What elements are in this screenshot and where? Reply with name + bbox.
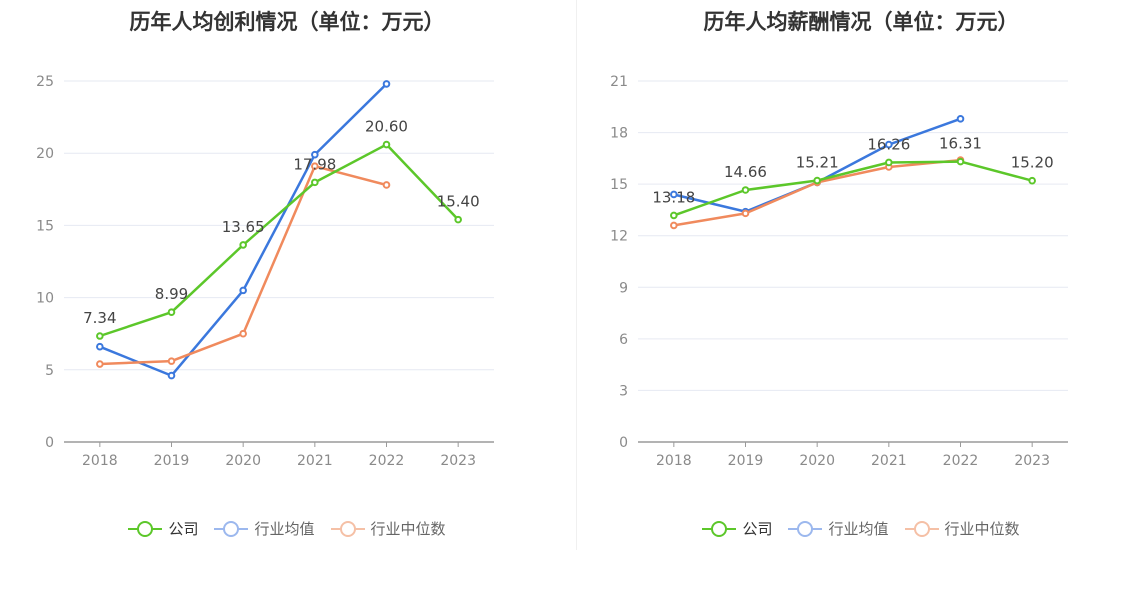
data-label: 8.99 <box>155 285 188 303</box>
y-tick-label: 5 <box>45 363 54 379</box>
y-tick-label: 0 <box>619 435 628 451</box>
legend-marker-icon <box>330 520 365 537</box>
data-point <box>670 211 678 220</box>
legend-marker-icon <box>128 520 163 537</box>
x-tick-label: 2019 <box>154 453 190 469</box>
x-tick-label: 2020 <box>225 453 261 469</box>
y-tick-label: 20 <box>36 146 54 162</box>
data-point <box>1028 176 1036 185</box>
data-point <box>885 158 893 167</box>
y-tick-label: 9 <box>619 280 628 296</box>
x-tick-label: 2022 <box>369 453 405 469</box>
x-tick-label: 2023 <box>440 453 476 469</box>
legend-label: 行业中位数 <box>370 520 446 538</box>
data-label: 13.65 <box>222 218 265 236</box>
data-point <box>813 176 821 185</box>
legend-marker-icon <box>702 520 737 537</box>
data-point <box>382 140 391 149</box>
legend-item-industry-median[interactable]: 行业中位数 <box>330 518 446 539</box>
data-label: 16.31 <box>939 135 982 153</box>
data-point <box>96 332 104 340</box>
data-point <box>741 209 750 218</box>
data-point <box>670 190 678 199</box>
data-point <box>382 181 391 189</box>
data-point <box>741 186 750 194</box>
chart-legend: 公司 行业均值 行业中位数 <box>0 518 574 539</box>
legend-label: 公司 <box>168 520 199 538</box>
x-tick-label: 2023 <box>1014 453 1050 469</box>
series-line <box>99 143 460 338</box>
data-point <box>96 342 104 351</box>
y-tick-label: 15 <box>610 177 628 193</box>
legend-item-industry-mean[interactable]: 行业均值 <box>788 518 889 539</box>
data-point <box>167 357 176 365</box>
y-tick-label: 0 <box>45 435 54 451</box>
chart-title: 历年人均创利情况（单位：万元） <box>129 10 445 34</box>
y-tick-label: 18 <box>610 126 628 142</box>
x-tick-label: 2022 <box>943 453 979 469</box>
x-tick-label: 2019 <box>728 453 764 469</box>
data-point <box>454 215 462 224</box>
legend-label: 行业均值 <box>254 520 315 538</box>
chart-panel-salary: 历年人均薪酬情况（单位：万元） 0 3 6 9 12 15 18 21 2018 2019 2020… <box>574 0 1148 589</box>
legend-item-industry-median[interactable]: 行业中位数 <box>904 518 1020 539</box>
data-label: 15.40 <box>437 193 480 211</box>
data-label: 17.98 <box>293 155 336 173</box>
y-tick-label: 6 <box>619 332 628 348</box>
legend-item-industry-mean[interactable]: 行业均值 <box>214 518 315 539</box>
data-label: 20.60 <box>365 118 408 136</box>
legend-marker-icon <box>788 520 823 537</box>
legend-marker-icon <box>214 520 249 537</box>
x-tick-label: 2021 <box>871 453 907 469</box>
y-tick-label: 25 <box>36 74 54 90</box>
y-tick-label: 10 <box>36 291 54 307</box>
data-point <box>382 80 391 88</box>
legend-label: 行业均值 <box>828 520 889 538</box>
data-label: 16.26 <box>867 135 910 153</box>
y-tick-label: 3 <box>619 383 628 399</box>
y-tick-label: 12 <box>610 229 628 245</box>
x-tick-label: 2021 <box>297 453 333 469</box>
chart-title: 历年人均薪酬情况（单位：万元） <box>703 10 1019 34</box>
data-point <box>311 150 319 159</box>
y-tick-label: 21 <box>610 74 628 90</box>
data-point <box>670 221 678 230</box>
data-label: 13.18 <box>652 188 695 206</box>
data-label: 7.34 <box>83 309 116 327</box>
data-point <box>311 162 319 170</box>
legend-label: 公司 <box>742 520 773 538</box>
legend-item-company[interactable]: 公司 <box>128 518 198 539</box>
data-label: 14.66 <box>724 163 767 181</box>
data-point <box>311 178 319 187</box>
chart-legend: 公司 行业均值 行业中位数 <box>574 518 1148 539</box>
data-label: 15.20 <box>1011 154 1054 172</box>
x-tick-label: 2020 <box>799 453 835 469</box>
chart-panel-profit: 历年人均创利情况（单位：万元） 0 5 10 15 20 25 2018 2019 2020 20… <box>0 10 574 539</box>
data-point <box>885 140 893 149</box>
data-point <box>96 360 104 368</box>
data-point <box>167 371 176 380</box>
data-point <box>239 241 247 249</box>
series-line <box>673 160 1033 217</box>
legend-label: 行业中位数 <box>944 520 1020 538</box>
x-tick-label: 2018 <box>656 453 692 469</box>
data-point <box>239 329 247 338</box>
panel-divider <box>576 0 577 550</box>
x-tick-label: 2018 <box>82 453 118 469</box>
profit-line-chart: 0 5 10 15 20 25 2018 2019 2020 2021 2022 2023 7.34 8.… <box>36 74 494 469</box>
data-label: 15.21 <box>796 154 839 172</box>
salary-line-chart: 0 3 6 9 12 15 18 21 2018 2019 2020 2021 2022 2023 13.1… <box>610 74 1068 469</box>
data-point <box>956 157 965 166</box>
y-tick-label: 15 <box>36 218 54 234</box>
legend-item-company[interactable]: 公司 <box>702 518 772 539</box>
data-point <box>167 308 176 316</box>
data-point <box>956 115 965 123</box>
legend-marker-icon <box>904 520 939 537</box>
data-point <box>239 286 247 295</box>
